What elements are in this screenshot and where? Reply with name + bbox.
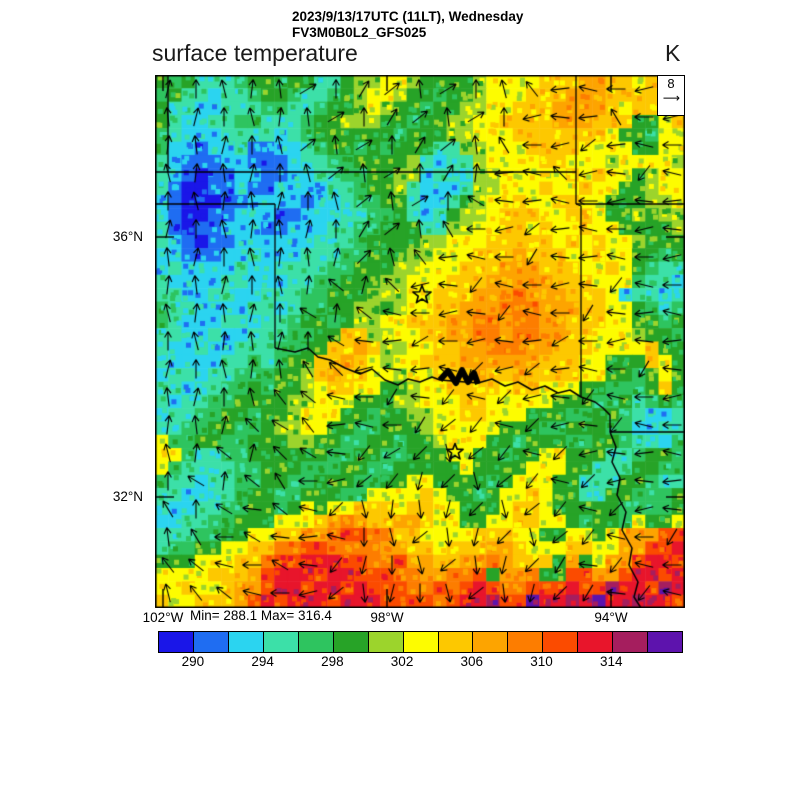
colorbar-segment [473,632,509,652]
colorbar-segment [543,632,579,652]
colorbar-segment [508,632,544,652]
lon-tick-label-94w: 94°W [594,610,628,625]
colorbar-tick-label: 310 [530,654,553,669]
colorbar-segment [578,632,614,652]
colorbar-segment [333,632,369,652]
colorbar-segment [159,632,194,652]
colorbar-tick-label: 298 [321,654,344,669]
variable-label: surface temperature [152,40,358,66]
colorbar-tick-label: 290 [181,654,205,669]
colorbar-segment [403,632,439,652]
colorbar-tick-label: 306 [460,654,484,669]
colorbar-segment [648,632,683,652]
wind-reference-value: 8 [667,76,675,91]
colorbar-segment [368,632,404,652]
minmax-stats-label: Min= 288.1 Max= 316.4 [190,608,332,623]
colorbar-segment [438,632,474,652]
lat-tick-label-32n: 32°N [112,489,143,504]
plot-title-model: FV3M0B0L2_GFS025 [292,25,427,40]
wind-reference-arrow-icon: ⟶ [662,91,680,105]
lat-tick-label-36n: 36°N [112,229,143,244]
colorbar-segment [613,632,649,652]
colorbar-segment [193,632,229,652]
colorbar-tick-label: 294 [251,654,274,669]
colorbar-segment [298,632,334,652]
colorbar-segment [263,632,299,652]
colorbar-tick-label: 314 [600,654,623,669]
colorbar-tick-label: 302 [390,654,414,669]
temperature-map-canvas [155,75,685,608]
plot-title-datetime: 2023/9/13/17UTC (11LT), Wednesday [292,9,524,24]
unit-label: K [665,40,681,66]
lon-tick-label-102w: 102°W [142,610,184,625]
wind-reference-box: 8 ⟶ [657,75,685,116]
colorbar [158,631,683,653]
colorbar-segment [228,632,264,652]
lon-tick-label-98w: 98°W [370,610,404,625]
